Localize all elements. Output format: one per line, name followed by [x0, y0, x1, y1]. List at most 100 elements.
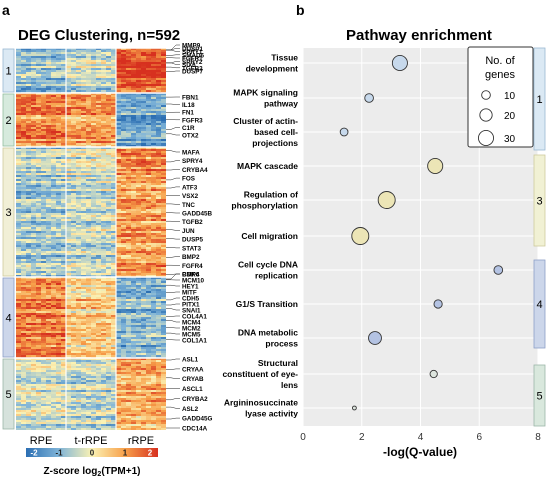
heatmap-cell: [106, 113, 111, 115]
heatmap-cell: [21, 119, 26, 121]
heatmap-cell: [146, 125, 151, 127]
heatmap-cell: [111, 48, 116, 50]
heatmap-cell: [116, 189, 121, 191]
heatmap-cell: [46, 48, 51, 50]
heatmap-cell: [136, 339, 141, 341]
heatmap-cell: [31, 201, 36, 203]
heatmap-cell: [161, 171, 166, 173]
heatmap-cell: [36, 56, 41, 58]
heatmap-cell: [116, 313, 121, 315]
heatmap-cell: [121, 203, 126, 205]
heatmap-cell: [146, 251, 151, 253]
heatmap-cell: [131, 163, 136, 165]
heatmap-cell: [16, 219, 21, 221]
heatmap-cell: [96, 203, 101, 205]
heatmap-cell: [131, 317, 136, 319]
heatmap-cell: [151, 285, 156, 287]
heatmap-cell: [111, 353, 116, 355]
heatmap-cell: [66, 245, 71, 247]
heatmap-cell: [46, 287, 51, 289]
heatmap-cell: [31, 167, 36, 169]
heatmap-cell: [146, 235, 151, 237]
heatmap-cell: [146, 50, 151, 52]
heatmap-cell: [126, 349, 131, 351]
heatmap-cell: [131, 48, 136, 50]
heatmap-cell: [66, 135, 71, 137]
heatmap-cell: [36, 155, 41, 157]
heatmap-cell: [141, 233, 146, 235]
heatmap-cell: [81, 62, 86, 64]
heatmap-cell: [86, 323, 91, 325]
heatmap-cell: [146, 93, 151, 95]
heatmap-cell: [26, 207, 31, 209]
heatmap-cell: [156, 325, 161, 327]
heatmap-cell: [61, 223, 66, 225]
heatmap-cell: [121, 277, 126, 279]
heatmap-cell: [76, 173, 81, 175]
heatmap-cell: [91, 171, 96, 173]
heatmap-cell: [136, 366, 141, 368]
heatmap-cell: [91, 341, 96, 343]
heatmap-cell: [61, 247, 66, 249]
heatmap-cell: [16, 287, 21, 289]
heatmap-cell: [81, 143, 86, 145]
heatmap-cell: [31, 131, 36, 133]
heatmap-cell: [71, 325, 76, 327]
heatmap-cell: [111, 88, 116, 90]
heatmap-cell: [111, 329, 116, 331]
heatmap-cell: [101, 52, 106, 54]
heatmap-cell: [56, 372, 61, 374]
heatmap-cell: [161, 293, 166, 295]
heatmap-cell: [121, 205, 126, 207]
heatmap-cell: [66, 321, 71, 323]
heatmap-cell: [21, 58, 26, 60]
heatmap-cell: [46, 64, 51, 66]
heatmap-cell: [121, 93, 126, 95]
heatmap-cell: [151, 195, 156, 197]
heatmap-cell: [21, 52, 26, 54]
heatmap-cell: [16, 376, 21, 378]
heatmap-cell: [36, 209, 41, 211]
heatmap-cell: [151, 101, 156, 103]
heatmap-cell: [81, 95, 86, 97]
heatmap-cell: [111, 72, 116, 74]
heatmap-cell: [161, 97, 166, 99]
heatmap-cell: [111, 295, 116, 297]
heatmap-cell: [71, 117, 76, 119]
heatmap-cell: [151, 299, 156, 301]
heatmap-cell: [131, 95, 136, 97]
heatmap-cell: [121, 68, 126, 70]
heatmap-cell: [46, 303, 51, 305]
heatmap-cell: [51, 339, 56, 341]
heatmap-cell: [71, 239, 76, 241]
heatmap-cell: [136, 88, 141, 90]
heatmap-cell: [146, 227, 151, 229]
heatmap-cell: [141, 297, 146, 299]
heatmap-cell: [101, 285, 106, 287]
heatmap-cell: [36, 223, 41, 225]
heatmap-cell: [141, 313, 146, 315]
heatmap-cell: [26, 123, 31, 125]
heatmap-cell: [136, 64, 141, 66]
heatmap-cell: [81, 287, 86, 289]
heatmap-cell: [116, 321, 121, 323]
heatmap-cell: [101, 115, 106, 117]
heatmap-cell: [31, 289, 36, 291]
heatmap-cell: [76, 82, 81, 84]
heatmap-cell: [81, 370, 86, 372]
heatmap-cell: [81, 78, 86, 80]
heatmap-cell: [36, 62, 41, 64]
heatmap-cell: [151, 207, 156, 209]
heatmap-cell: [31, 197, 36, 199]
heatmap-cell: [46, 78, 51, 80]
heatmap-cell: [61, 355, 66, 357]
heatmap-cell: [71, 251, 76, 253]
heatmap-cell: [151, 297, 156, 299]
heatmap-cell: [141, 175, 146, 177]
heatmap-cell: [56, 107, 61, 109]
heatmap-cell: [61, 309, 66, 311]
heatmap-cell: [51, 364, 56, 366]
heatmap-cell: [76, 345, 81, 347]
heatmap-cell: [86, 48, 91, 50]
heatmap-cell: [111, 235, 116, 237]
